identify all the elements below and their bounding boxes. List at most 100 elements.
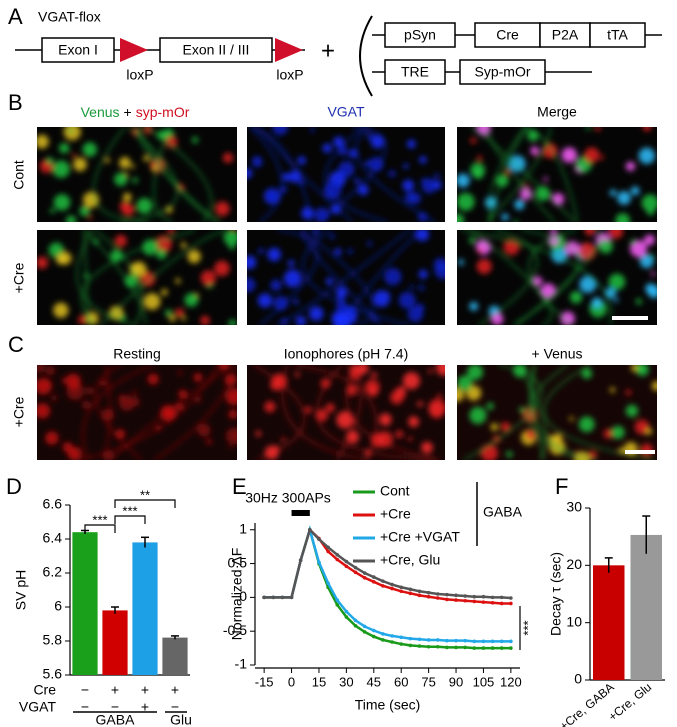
signal-spot <box>257 293 273 308</box>
series-point <box>390 582 394 587</box>
signal-spot <box>384 268 402 286</box>
neurite <box>253 365 306 460</box>
x-tick-label: 90 <box>449 674 463 689</box>
signal-spot <box>140 271 156 287</box>
series-point <box>426 644 431 649</box>
x-tick-label: 120 <box>500 674 522 689</box>
neurite <box>516 365 548 460</box>
series-point <box>463 638 467 643</box>
signal-spot <box>309 306 324 321</box>
signal-spot <box>334 248 342 256</box>
signal-spot <box>247 168 253 179</box>
condition-label: Cre <box>33 682 56 698</box>
series-point <box>399 589 404 594</box>
signal-spot <box>215 201 230 216</box>
signal-spot <box>184 293 199 307</box>
signal-spot <box>247 255 257 270</box>
signal-spot <box>228 444 233 449</box>
neurite <box>486 127 552 222</box>
neurite <box>461 230 613 325</box>
series-point <box>509 646 513 650</box>
signal-spot <box>520 187 532 200</box>
bar <box>162 637 188 675</box>
signal-spot <box>63 127 81 141</box>
signal-spot <box>37 365 45 373</box>
series-point <box>472 646 477 650</box>
gene-label: TRE <box>401 64 429 80</box>
gene-label: tTA <box>607 27 628 43</box>
x-tick-label: +Cre, GABA <box>557 680 617 727</box>
series-point <box>408 587 413 592</box>
series-point <box>472 599 477 604</box>
signal-spot <box>457 387 465 402</box>
signal-spot <box>651 271 656 277</box>
signal-spot <box>37 403 51 419</box>
signal-spot <box>630 239 636 246</box>
y-tick-label: 6.6 <box>43 496 63 512</box>
neurite <box>249 127 313 222</box>
micrograph-signal <box>37 230 237 325</box>
signal-spot <box>222 152 234 163</box>
condition-mark: + <box>111 682 119 698</box>
series-point <box>262 595 266 600</box>
signal-spot <box>347 248 353 254</box>
gene-label: Syp-mOr <box>475 64 531 80</box>
signal-spot <box>270 279 282 291</box>
signal-spot <box>641 194 657 212</box>
neurite <box>92 127 149 222</box>
signal-spot <box>418 284 425 291</box>
signal-spot <box>169 314 176 322</box>
neurite <box>463 365 542 460</box>
y-tick-label: 0 <box>574 671 582 687</box>
neurite <box>526 365 582 460</box>
series-point <box>445 638 449 643</box>
group-label: Glu <box>170 712 192 727</box>
y-tick-label: 0 <box>239 588 247 604</box>
series-point <box>390 640 394 644</box>
signal-spot <box>469 301 479 311</box>
micrograph <box>457 127 657 222</box>
x-tick-label: 0 <box>288 674 295 689</box>
gene-label: Exon II / III <box>183 42 250 58</box>
signal-spot <box>163 406 176 420</box>
series-point <box>362 575 367 580</box>
condition-mark: − <box>81 699 89 715</box>
signal-spot <box>584 147 600 163</box>
series-point <box>509 639 513 644</box>
signal-spot <box>608 230 624 239</box>
series-point <box>390 634 394 638</box>
signal-spot <box>294 372 300 377</box>
signal-spot <box>122 203 135 216</box>
signal-spot <box>625 389 632 396</box>
legend-label: +Cre +VGAT <box>380 529 460 545</box>
neurite <box>316 127 387 222</box>
series-point <box>308 527 312 532</box>
signal-spot <box>519 406 525 413</box>
neurite <box>257 127 354 222</box>
signal-spot <box>333 136 345 148</box>
group-label: GABA <box>96 712 136 727</box>
series-point <box>353 623 358 628</box>
series-point <box>344 609 349 614</box>
series-point <box>454 638 458 643</box>
condition-mark: − <box>81 682 89 698</box>
signal-spot <box>175 308 185 318</box>
signal-spot <box>85 386 94 395</box>
signal-spot <box>67 446 82 460</box>
loxp-label: loxP <box>276 67 303 83</box>
scale-bar <box>625 450 655 454</box>
signal-spot <box>73 157 87 172</box>
series-point <box>289 595 294 600</box>
signal-spot <box>181 316 186 321</box>
loxp-site <box>275 38 303 62</box>
signal-spot <box>569 291 583 304</box>
series-point <box>353 570 358 575</box>
signal-spot <box>310 127 315 133</box>
signal-spot <box>191 136 199 144</box>
micrograph-signal <box>37 365 237 460</box>
signal-spot <box>175 278 181 284</box>
signal-spot <box>428 368 433 374</box>
signal-spot <box>470 162 485 178</box>
signal-spot <box>147 373 159 385</box>
